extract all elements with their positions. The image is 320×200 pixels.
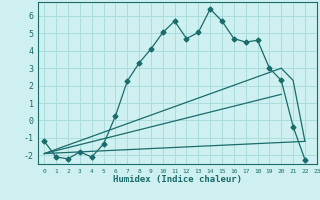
X-axis label: Humidex (Indice chaleur): Humidex (Indice chaleur)	[113, 175, 242, 184]
